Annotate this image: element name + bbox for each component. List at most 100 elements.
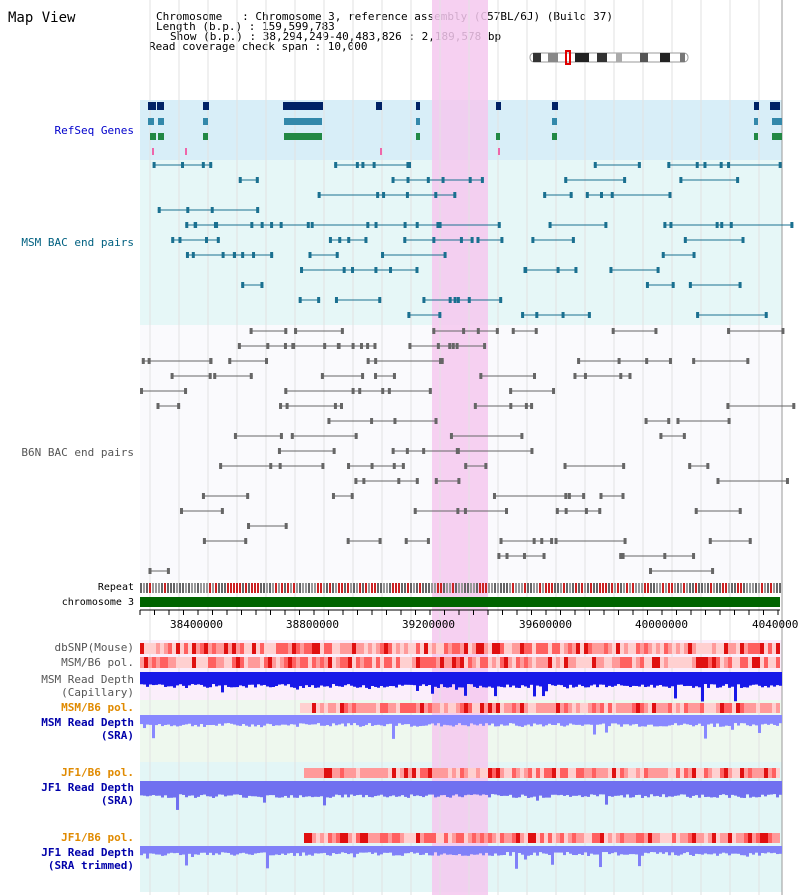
read-depth-bar [575,846,578,856]
read-depth-bar [161,781,164,798]
polymorphism-cell [556,833,560,843]
repeat-mark [665,583,667,593]
track-label-chromosome[interactable]: chromosome 3 [61,597,134,608]
read-depth-bar [560,846,563,853]
read-depth-bar [632,715,635,725]
polymorphism-cell [304,768,308,778]
read-depth-bar [206,781,209,797]
track-label-msm-bac[interactable]: MSM BAC end pairs [21,236,134,249]
track-label-repeat[interactable]: Repeat [97,582,134,593]
repeat-mark [740,583,742,593]
read-depth-bar [308,715,311,725]
read-depth-bar [395,781,398,797]
read-depth-bar [698,672,701,688]
track-label-b6n-bac[interactable]: B6N BAC end pairs [21,446,134,459]
refseq-gene [496,102,501,110]
track-label-msm-depth-sra[interactable]: MSM Read Depth (SRA) [0,716,134,742]
read-depth-bar [257,846,260,854]
track-label-jf1-b6-pol[interactable]: JF1/B6 pol. [61,766,134,779]
polymorphism-cell [248,657,252,668]
polymorphism-cell [724,657,728,668]
read-depth-bar [251,715,254,725]
track-label-msm-b6-pol[interactable]: MSM/B6 pol. [61,656,134,669]
polymorphism-cell [280,643,284,654]
read-depth-bar [158,672,161,685]
track-label-jf1-depth-trimmed[interactable]: JF1 Read Depth (SRA trimmed) [0,846,134,872]
msm-bac-pair-end [470,237,474,243]
track-label-msm-b6-pol-2[interactable]: MSM/B6 pol. [61,701,134,714]
polymorphism-cell [320,833,324,843]
polymorphism-cell [556,768,560,778]
read-depth-bar [401,846,404,856]
repeat-mark [287,583,289,593]
read-depth-bar [392,672,395,687]
read-depth-bar [269,846,272,856]
b6n-bac-pair-end [619,553,623,559]
read-depth-bar [662,715,665,727]
read-depth-bar [188,715,191,724]
polymorphism-cell [348,768,352,778]
read-depth-bar [695,846,698,854]
polymorphism-cell [364,643,368,654]
read-depth-bar [272,672,275,688]
track-label-refseq[interactable]: RefSeq Genes [54,124,134,137]
read-depth-bar [338,672,341,687]
b6n-bac-pair-end [387,388,391,394]
read-depth-bar [389,846,392,853]
read-depth-bar [245,846,248,854]
polymorphism-cell [636,768,640,778]
polymorphism-cell [384,703,388,713]
track-label-dbsnp[interactable]: dbSNP(Mouse) [54,641,134,654]
polymorphism-cell [604,643,608,654]
read-depth-bar [320,846,323,854]
polymorphism-cell [336,703,340,713]
read-depth-bar [230,715,233,724]
polymorphism-cell [448,833,452,843]
track-label-jf1-depth-sra[interactable]: JF1 Read Depth (SRA) [0,781,134,807]
b6n-bac-pair-end [682,433,686,439]
polymorphism-cell [336,833,340,843]
read-depth-bar [212,715,215,725]
read-depth-bar [245,715,248,726]
read-depth-bar [728,672,731,688]
polymorphism-cell [144,643,148,654]
read-depth-bar [290,715,293,725]
read-depth-bar [749,781,752,798]
b6n-bac-pair-end [464,463,468,469]
read-depth-bar [701,672,704,702]
repeat-mark [389,583,391,593]
b6n-bac-pair-end [228,358,232,364]
read-depth-bar [497,846,500,856]
polymorphism-cell [416,657,420,668]
read-depth-bar [458,672,461,688]
b6n-bac-pair-end [201,493,205,499]
polymorphism-cell [596,657,600,668]
repeat-mark [338,583,340,593]
polymorphism-cell [708,768,712,778]
polymorphism-cell [656,833,660,843]
polymorphism-cell [388,657,392,668]
polymorphism-cell [584,657,588,668]
read-depth-bar [173,781,176,798]
read-depth-bar [392,846,395,856]
read-depth-bar [464,715,467,726]
read-depth-bar [179,672,182,685]
read-depth-bar [509,672,512,688]
read-depth-bar [224,781,227,797]
read-depth-bar [650,846,653,853]
msm-bac-pair-end [438,222,442,228]
read-depth-bar [737,672,740,685]
track-label-jf1-b6-pol-2[interactable]: JF1/B6 pol. [61,831,134,844]
repeat-mark [422,583,424,593]
polymorphism-cell [592,703,596,713]
read-depth-bar [731,781,734,795]
polymorphism-cell [304,643,308,654]
read-depth-bar [206,672,209,688]
track-label-msm-depth-capillary[interactable]: MSM Read Depth (Capillary) [0,673,134,699]
polymorphism-cell [620,657,624,668]
polymorphism-cell [544,768,548,778]
repeat-mark [212,583,214,593]
read-depth-bar [263,672,266,685]
read-depth-bar [398,672,401,685]
